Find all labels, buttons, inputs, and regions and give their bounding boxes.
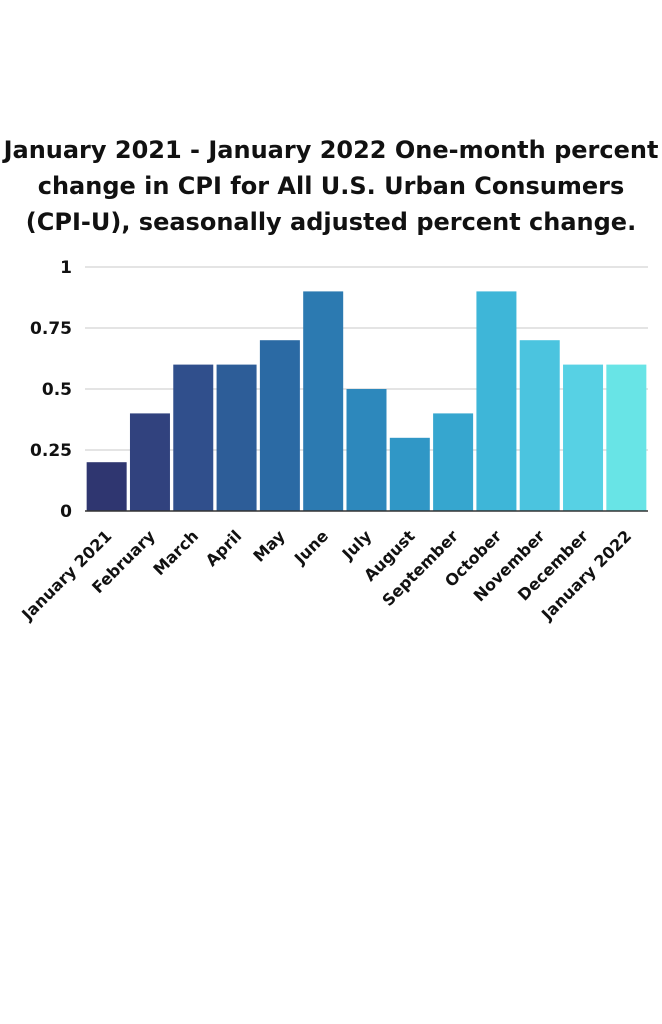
- chart-title-line-2: change in CPI for All U.S. Urban Consume…: [37, 172, 625, 200]
- x-tick-label: June: [290, 526, 332, 568]
- y-tick-label: 0.25: [30, 441, 72, 461]
- bar: [519, 340, 560, 511]
- bar: [216, 364, 257, 511]
- bar: [173, 364, 214, 511]
- bar: [129, 413, 170, 511]
- bar: [389, 437, 430, 511]
- chart-title: January 2021 - January 2022 One-month pe…: [0, 132, 662, 240]
- bar: [476, 291, 517, 511]
- x-tick-label: April: [202, 526, 246, 570]
- x-tick-label: July: [338, 526, 376, 564]
- bar: [86, 462, 127, 511]
- bar: [433, 413, 474, 511]
- chart-title-line-1: January 2021 - January 2022 One-month pe…: [3, 136, 659, 164]
- x-tick-label: May: [249, 526, 289, 566]
- bar: [303, 291, 344, 511]
- bars: [86, 291, 647, 511]
- bar: [563, 364, 604, 511]
- y-tick-label: 0: [60, 502, 72, 522]
- bar: [259, 340, 300, 511]
- y-tick-label: 0.5: [42, 380, 72, 400]
- y-tick-label: 0.75: [30, 319, 72, 339]
- chart-title-line-3: (CPI-U), seasonally adjusted percent cha…: [25, 208, 637, 236]
- y-tick-label: 1: [60, 258, 72, 278]
- bar: [606, 364, 647, 511]
- x-tick-label: March: [149, 526, 202, 579]
- bar: [346, 389, 387, 511]
- y-axis-tick-labels: 0 0.25 0.5 0.75 1: [30, 258, 72, 522]
